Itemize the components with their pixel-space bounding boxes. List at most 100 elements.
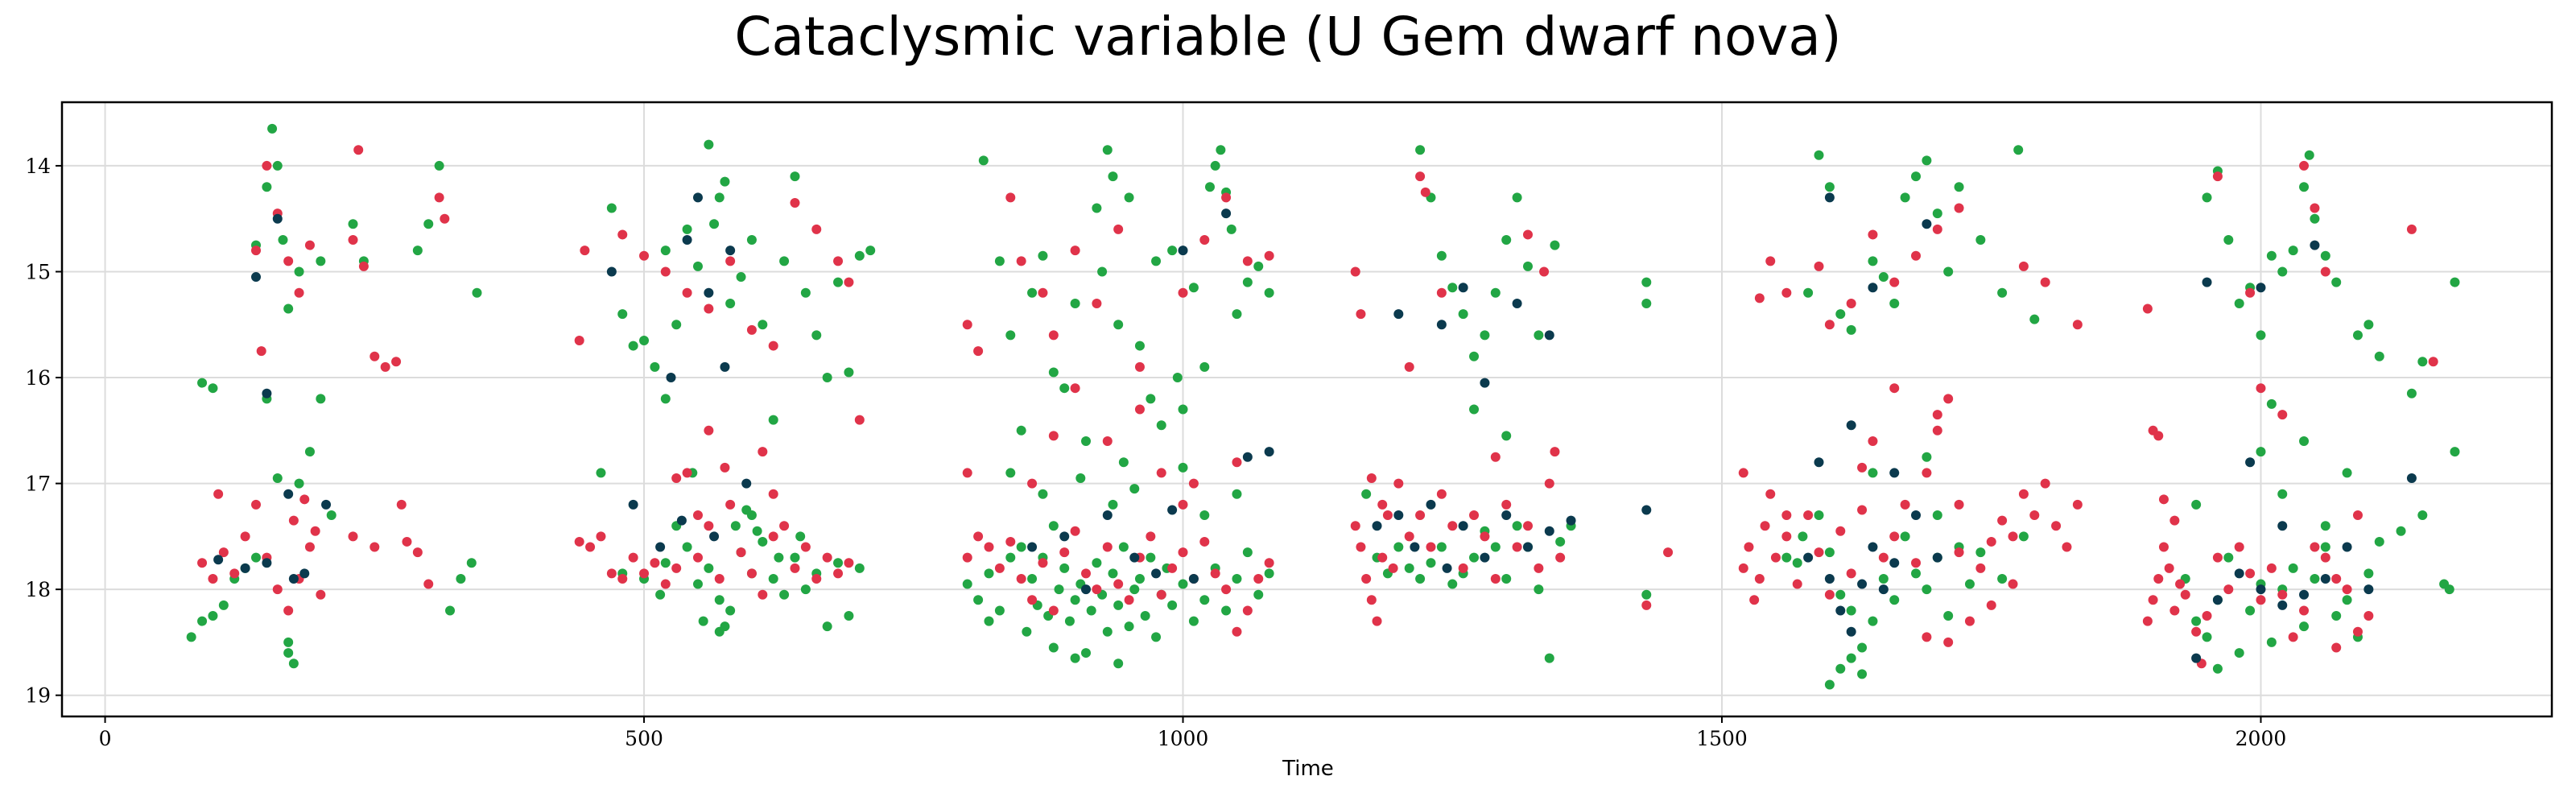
data-point: [714, 192, 724, 203]
data-point: [1522, 542, 1533, 552]
data-point: [1188, 283, 1199, 293]
data-point: [2320, 250, 2330, 261]
data-point: [1889, 468, 1900, 478]
data-point: [1555, 552, 1566, 563]
data-point: [1824, 679, 1835, 690]
data-point: [2008, 579, 2018, 589]
data-point: [1178, 462, 1188, 473]
data-point: [1522, 261, 1533, 271]
data-point: [1522, 521, 1533, 531]
data-point: [1641, 298, 1652, 308]
data-point: [1846, 626, 1856, 637]
data-point: [288, 658, 299, 669]
data-point: [299, 568, 310, 579]
data-point: [1426, 542, 1436, 552]
data-point: [1070, 595, 1080, 605]
data-point: [1178, 246, 1188, 256]
data-point: [2256, 447, 2266, 457]
data-point: [994, 256, 1005, 266]
data-point: [1803, 552, 1814, 563]
data-point: [2277, 489, 2288, 499]
data-point: [197, 378, 208, 388]
data-point: [304, 240, 315, 250]
data-point: [1070, 383, 1080, 394]
data-point: [2320, 521, 2330, 531]
data-point: [2191, 616, 2202, 626]
data-point: [2352, 510, 2363, 521]
data-point: [1781, 287, 1792, 298]
data-point: [1393, 478, 1404, 489]
data-point: [1922, 468, 1932, 478]
data-point: [758, 536, 768, 547]
data-point: [2148, 595, 2158, 605]
data-point: [1102, 436, 1113, 446]
data-point: [1480, 531, 1490, 542]
data-point: [353, 145, 364, 155]
data-point: [1770, 552, 1781, 563]
data-point: [2072, 320, 2083, 330]
data-point: [1005, 536, 1016, 547]
data-point: [1038, 489, 1048, 499]
data-point: [1054, 584, 1064, 595]
data-point: [1544, 526, 1554, 536]
data-point: [316, 256, 326, 266]
data-point: [1544, 653, 1554, 663]
data-point: [844, 558, 854, 568]
data-point: [1878, 573, 1889, 584]
data-point: [1404, 563, 1414, 573]
data-point: [208, 573, 218, 584]
data-point: [655, 589, 666, 600]
data-point: [1954, 547, 1964, 558]
data-point: [1641, 505, 1652, 515]
data-point: [2040, 478, 2050, 489]
data-point: [844, 277, 854, 287]
data-point: [1814, 547, 1824, 558]
data-point: [1140, 611, 1150, 621]
data-point: [779, 521, 790, 531]
data-point: [1167, 505, 1178, 515]
data-point: [1092, 584, 1102, 595]
data-point: [768, 341, 778, 351]
data-point: [1943, 611, 1954, 621]
data-point: [822, 621, 832, 632]
data-point: [2153, 573, 2164, 584]
data-point: [2191, 499, 2202, 510]
data-point: [218, 600, 229, 610]
data-point: [617, 573, 628, 584]
data-point: [1372, 616, 1382, 626]
data-point: [1447, 521, 1458, 531]
data-point: [2363, 611, 2374, 621]
data-point: [692, 579, 703, 589]
data-point: [1641, 589, 1652, 600]
data-point: [348, 531, 358, 542]
data-point: [1253, 589, 1264, 600]
data-point: [2331, 642, 2342, 653]
data-point: [2310, 240, 2320, 250]
data-point: [854, 563, 865, 573]
data-point: [2142, 616, 2153, 626]
data-point: [1016, 425, 1026, 436]
y-tick-label: 19: [25, 684, 51, 708]
data-point: [2062, 542, 2072, 552]
data-point: [310, 526, 320, 536]
data-point: [1814, 510, 1824, 521]
data-point: [725, 246, 736, 256]
data-point: [1366, 595, 1377, 605]
data-point: [1889, 531, 1900, 542]
data-point: [671, 563, 682, 573]
data-point: [800, 584, 811, 595]
data-point: [2245, 568, 2256, 579]
data-point: [1501, 573, 1512, 584]
data-point: [1118, 542, 1129, 552]
data-point: [1048, 521, 1059, 531]
data-point: [2202, 611, 2212, 621]
data-point: [2288, 563, 2298, 573]
data-point: [660, 246, 671, 256]
data-point: [1415, 573, 1426, 584]
data-point: [2277, 521, 2288, 531]
data-point: [1016, 542, 1026, 552]
data-point: [790, 552, 800, 563]
data-point: [2245, 457, 2256, 468]
data-point: [1458, 283, 1468, 293]
